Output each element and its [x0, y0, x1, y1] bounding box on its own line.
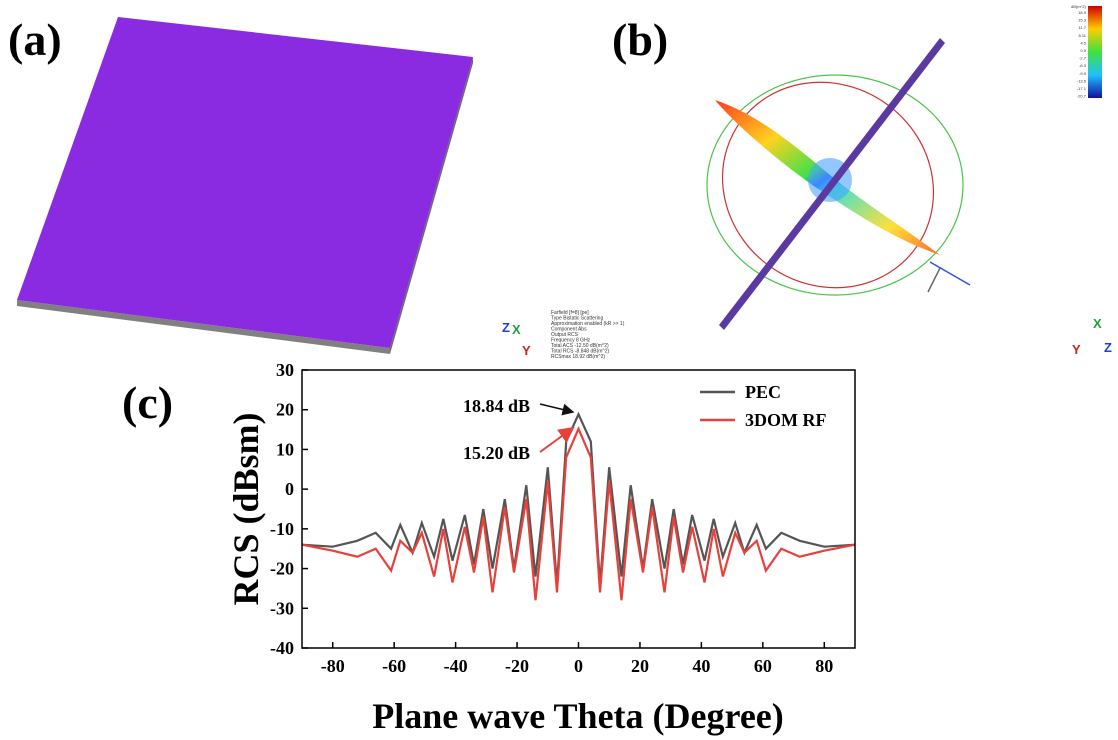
y-tick-label: 30: [276, 360, 294, 380]
colorbar-label: 8.11: [1079, 33, 1087, 38]
x-tick-label: -80: [321, 656, 345, 676]
info-box: Farfield [f=8] [pe]Type Bistatic Scatter…: [551, 310, 625, 360]
colorbar-label: -6.3: [1079, 63, 1087, 68]
x-tick-label: 60: [754, 656, 772, 676]
x-tick-label: 20: [631, 656, 649, 676]
x-tick-label: 80: [815, 656, 833, 676]
colorbar-title: dB(m^2): [1071, 4, 1087, 9]
colorbar-label: 18.9: [1078, 10, 1087, 15]
rcs-3d-pattern: [682, 6, 1102, 330]
x-tick-label: 0: [574, 656, 583, 676]
y-tick-label: -40: [270, 638, 294, 658]
series-line: [302, 429, 855, 601]
x-tick-label: -60: [382, 656, 406, 676]
annotation: 18.84 dB: [463, 396, 530, 416]
colorbar-label: -9.9: [1079, 71, 1087, 76]
figure: (a) (b) Farfield [f=8] [pe]Type Bistatic…: [0, 0, 1118, 740]
colorbar-label: -13.5: [1077, 78, 1087, 83]
colorbar-label: -17.1: [1077, 86, 1087, 91]
colorbar-label: 4.5: [1080, 40, 1086, 45]
x-tick-label: -20: [505, 656, 529, 676]
colorbar-label: -2.7: [1079, 56, 1087, 61]
legend-label: PEC: [745, 382, 781, 402]
x-tick-label: 40: [692, 656, 710, 676]
legend-label: 3DOM RF: [745, 410, 826, 430]
x-tick-label: -40: [444, 656, 468, 676]
axis-letter: Z: [502, 320, 510, 335]
series-line: [302, 414, 855, 584]
annotation-arrow: [540, 404, 573, 412]
y-tick-label: 10: [276, 439, 294, 459]
axis-letter: Y: [522, 343, 531, 358]
panel-label: (c): [122, 377, 173, 428]
y-tick-label: -30: [270, 598, 294, 618]
plate: [17, 17, 473, 354]
colorbar-label: -20.7: [1077, 94, 1087, 99]
chart: -40 -30 -20 -10 0 10 20 30 -80 -60 -40 -20 0 20 40 60 80…: [226, 360, 855, 736]
x-axis-title: Plane wave Theta (Degree): [372, 696, 784, 736]
y-tick-label: -20: [270, 559, 294, 579]
y-tick-label: 0: [285, 479, 294, 499]
axis-letter: X: [1093, 316, 1102, 331]
axis-letter: Y: [1072, 342, 1081, 357]
panel-label: (a): [8, 14, 62, 65]
colorbar-labels: 18.9 15.3 11.7 8.11 4.5 0.9 -2.7 -6.3 -9.9 -13.5 -…: [1077, 10, 1087, 99]
panel-label: (b): [612, 14, 668, 65]
y-axis-title: RCS (dBsm): [226, 412, 266, 605]
axis-letter: Z: [1104, 340, 1112, 355]
annotation: 15.20 dB: [463, 443, 530, 463]
colorbar-label: 11.7: [1079, 25, 1087, 30]
y-tick-label: -10: [270, 519, 294, 539]
y-tick-label: 20: [276, 400, 294, 420]
colorbar-label: 15.3: [1078, 18, 1087, 23]
axis-letter: X: [512, 322, 521, 337]
info-line: RCSmax 18.92 dB(m^2): [551, 354, 605, 360]
colorbar-label: 0.9: [1080, 48, 1086, 53]
